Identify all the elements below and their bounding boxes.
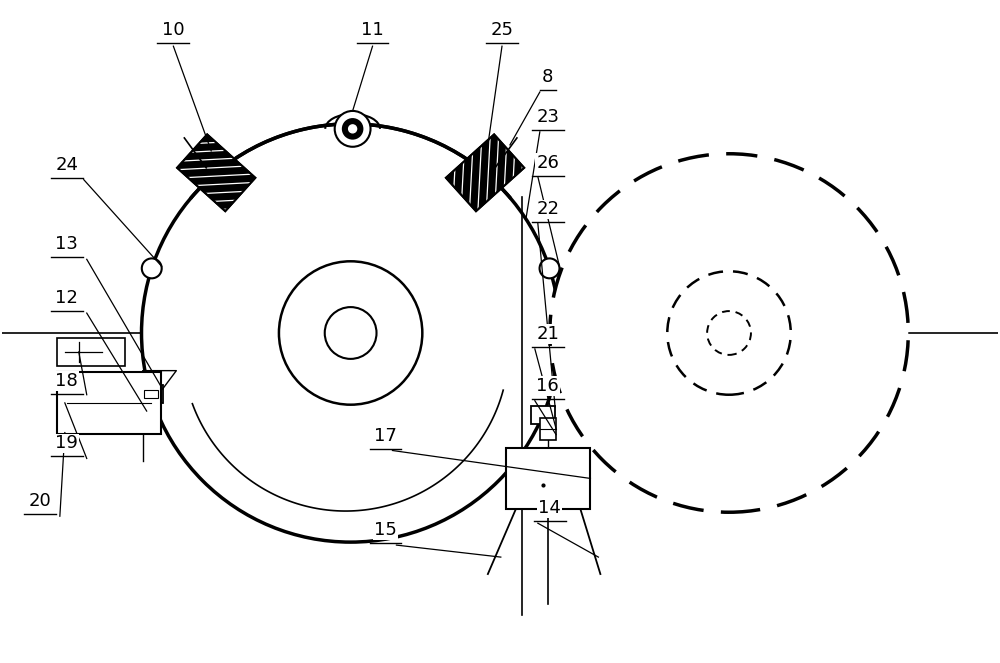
- Circle shape: [349, 125, 357, 133]
- Bar: [531, 406, 555, 424]
- Circle shape: [707, 311, 751, 355]
- Text: 24: 24: [55, 156, 78, 174]
- Text: 8: 8: [542, 68, 553, 86]
- Bar: [57, 372, 161, 434]
- Text: 23: 23: [536, 108, 559, 126]
- Bar: [144, 390, 158, 398]
- Bar: [540, 418, 556, 440]
- Bar: [446, 135, 524, 211]
- Text: 20: 20: [29, 492, 51, 511]
- Circle shape: [343, 119, 363, 139]
- Circle shape: [142, 259, 162, 278]
- Bar: [57, 338, 125, 366]
- Text: 26: 26: [536, 154, 559, 172]
- Bar: [506, 448, 590, 509]
- Circle shape: [667, 271, 791, 394]
- Text: 10: 10: [162, 21, 185, 39]
- Text: 16: 16: [536, 377, 559, 394]
- Text: 15: 15: [374, 521, 397, 539]
- Text: 12: 12: [55, 289, 78, 307]
- Text: 14: 14: [538, 499, 561, 517]
- Text: 19: 19: [55, 434, 78, 452]
- Bar: [446, 135, 524, 211]
- Circle shape: [540, 259, 559, 278]
- Bar: [139, 385, 163, 403]
- Circle shape: [335, 111, 371, 147]
- Text: 21: 21: [536, 325, 559, 343]
- Circle shape: [142, 124, 560, 542]
- Text: 18: 18: [55, 372, 78, 390]
- Circle shape: [550, 154, 908, 512]
- Text: 17: 17: [374, 426, 397, 444]
- Bar: [177, 135, 255, 211]
- Text: 25: 25: [490, 21, 513, 39]
- Text: 22: 22: [536, 200, 559, 219]
- Bar: [139, 408, 147, 424]
- Circle shape: [279, 261, 422, 404]
- Bar: [177, 135, 255, 211]
- Circle shape: [325, 307, 377, 359]
- Text: 11: 11: [361, 21, 384, 39]
- Text: 13: 13: [55, 235, 78, 253]
